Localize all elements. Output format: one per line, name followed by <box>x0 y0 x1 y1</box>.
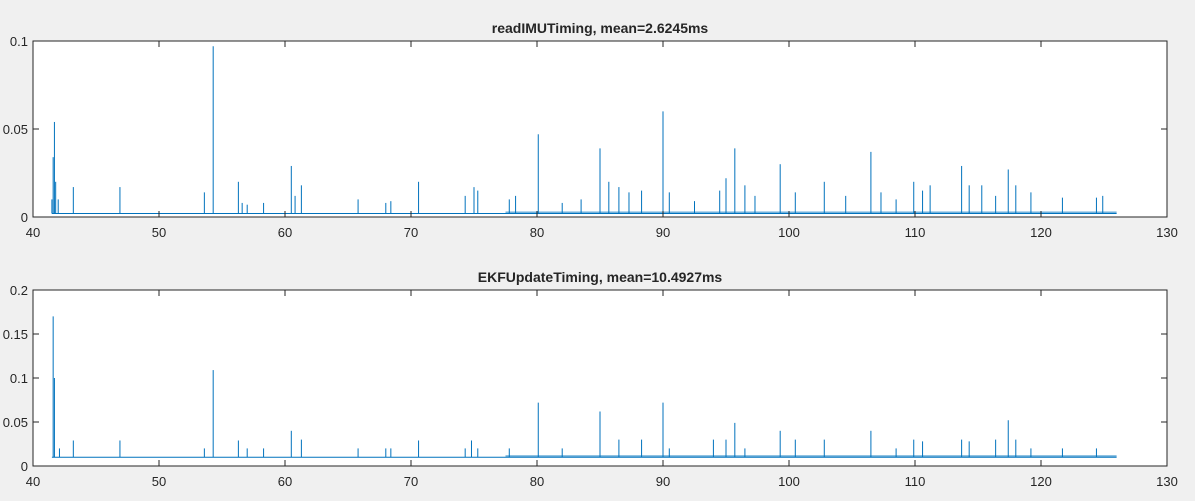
chart-title: readIMUTiming, mean=2.6245ms <box>492 20 709 36</box>
x-tick-label: 90 <box>656 474 670 489</box>
x-tick-label: 50 <box>152 474 166 489</box>
x-tick-label: 120 <box>1030 225 1052 240</box>
x-tick-label: 100 <box>778 225 800 240</box>
x-tick-label: 80 <box>530 225 544 240</box>
series-group <box>51 316 1117 458</box>
x-tick-label: 70 <box>404 474 418 489</box>
x-tick-label: 130 <box>1156 225 1178 240</box>
x-tick-label: 90 <box>656 225 670 240</box>
y-tick-label: 0.1 <box>10 371 28 386</box>
y-tick-label: 0.05 <box>3 122 28 137</box>
x-tick-label: 40 <box>26 474 40 489</box>
x-tick-label: 110 <box>905 225 926 240</box>
subplot-ekf-update-timing: EKFUpdateTiming, mean=10.4927ms 40 50 60 70… <box>3 269 1178 489</box>
x-tick-label: 130 <box>1156 474 1178 489</box>
y-tick-label: 0 <box>21 459 28 474</box>
series-noise-band <box>505 455 1117 458</box>
series-group <box>51 46 1117 214</box>
y-axis-ticks: 0 0.05 0.1 0.15 0.2 <box>3 283 1167 474</box>
chart-title: EKFUpdateTiming, mean=10.4927ms <box>478 269 723 285</box>
y-tick-label: 0.2 <box>10 283 28 298</box>
subplot-read-imu-timing: readIMUTiming, mean=2.6245ms 40 50 60 70 80 9… <box>3 20 1178 240</box>
x-tick-label: 40 <box>26 225 40 240</box>
x-axis-ticks: 40 50 60 70 80 90 100 110 120 130 <box>26 41 1178 240</box>
x-tick-label: 60 <box>278 474 292 489</box>
x-axis-ticks: 40 50 60 70 80 90 100 110 120 130 <box>26 290 1178 489</box>
x-tick-label: 80 <box>530 474 544 489</box>
x-tick-label: 50 <box>152 225 166 240</box>
y-tick-label: 0.05 <box>3 415 28 430</box>
x-tick-label: 120 <box>1030 474 1052 489</box>
x-tick-label: 60 <box>278 225 292 240</box>
y-tick-label: 0.15 <box>3 327 28 342</box>
y-axis-ticks: 0 0.05 0.1 <box>3 34 1167 225</box>
x-tick-label: 110 <box>905 474 926 489</box>
x-tick-label: 100 <box>778 474 800 489</box>
x-tick-label: 70 <box>404 225 418 240</box>
y-tick-label: 0 <box>21 210 28 225</box>
series-noise-band <box>505 211 1117 214</box>
y-tick-label: 0.1 <box>10 34 28 49</box>
